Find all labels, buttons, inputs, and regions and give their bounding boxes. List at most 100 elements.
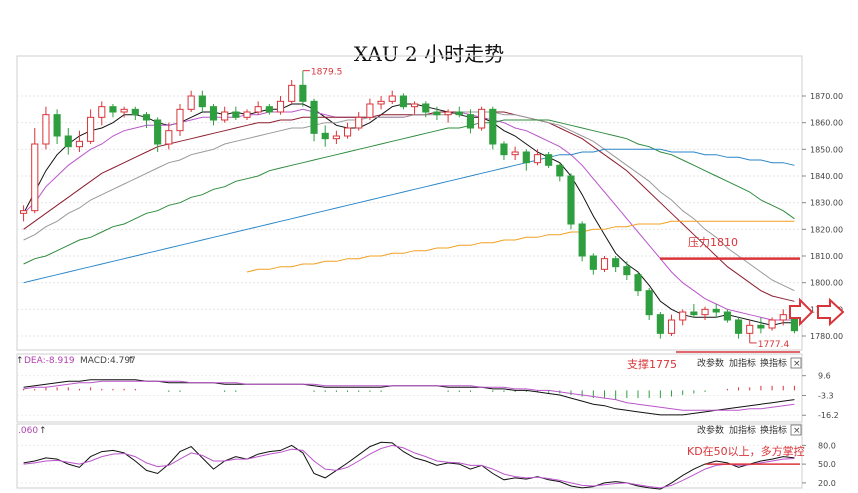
candle (433, 106, 441, 120)
candle-body (198, 95, 206, 108)
macd-dea-line (23, 380, 795, 411)
candle-body (712, 308, 720, 313)
candle-body (746, 324, 754, 334)
candle (310, 98, 318, 142)
candle-body (545, 154, 553, 166)
candle-body (355, 116, 363, 129)
candle-body (757, 324, 765, 329)
y-tick-label: 1780.00 (810, 332, 843, 341)
change-params-button[interactable]: 改参数 (697, 357, 724, 369)
candle-body (533, 154, 542, 164)
candle-body (768, 319, 776, 329)
ma-line-ma10 (23, 108, 795, 321)
ma-line-ma20 (23, 111, 795, 302)
candle (64, 128, 72, 155)
candle (254, 101, 262, 115)
candle (667, 314, 676, 336)
candle-body (511, 151, 519, 156)
up-arrow-icon: ↑ (39, 426, 47, 436)
candle-body (343, 127, 352, 137)
macd-tick-label: -3.3 (818, 391, 834, 400)
candle-body (444, 111, 452, 116)
candle (221, 106, 229, 123)
close-panel-button[interactable] (790, 357, 802, 369)
candle (355, 112, 363, 131)
candle-body (276, 100, 285, 113)
candle (98, 101, 106, 126)
y-tick-label: 1860.00 (810, 119, 843, 128)
candle (142, 112, 151, 128)
kd-k-line (23, 441, 795, 490)
add-indicator-button[interactable]: 加指标 (729, 424, 756, 436)
macd-panel: 9.6 -3.3 -16.2 (17, 372, 839, 420)
candle-body (299, 84, 307, 102)
add-indicator-button[interactable]: 加指标 (729, 357, 756, 369)
candle (411, 101, 419, 115)
candle (198, 90, 206, 112)
candle (466, 109, 475, 134)
candle-body (131, 108, 139, 116)
swap-indicator-button[interactable]: 换指标 (760, 357, 787, 369)
up-arrow-icon: ↑ (16, 356, 24, 366)
candle (276, 96, 285, 115)
candle-body (589, 255, 597, 270)
candle (690, 304, 698, 318)
candle (31, 128, 39, 214)
candle (232, 106, 240, 120)
candle (120, 106, 128, 118)
candle-body (377, 100, 385, 105)
candle-body (556, 164, 564, 177)
candle (131, 106, 139, 120)
candle (600, 256, 609, 272)
swap-indicator-button[interactable]: 换指标 (760, 424, 787, 436)
candle (53, 109, 61, 144)
kd-note-label: KD在50以上，多方掌控 (687, 444, 805, 458)
kd-tick-label: 80.0 (818, 441, 836, 450)
candle-body (75, 140, 84, 148)
candle-body (466, 114, 475, 129)
candle-body (690, 311, 698, 316)
right-arrow-icon (817, 297, 845, 327)
candle (20, 205, 28, 222)
candle-body (154, 119, 162, 145)
kd-panel-frame (16, 423, 803, 489)
candle-body (20, 210, 28, 214)
close-icon[interactable]: × (793, 426, 801, 436)
candle (332, 130, 340, 144)
candle-body (176, 108, 184, 132)
candle (422, 101, 430, 118)
candle (444, 109, 452, 123)
close-panel-button[interactable] (790, 424, 802, 436)
kd-tick-label: 20.0 (818, 479, 836, 488)
candle (634, 272, 642, 296)
candle (165, 122, 173, 150)
candle-body (388, 95, 396, 102)
macd-value: MACD:4.797 (80, 356, 136, 366)
candle-body (87, 116, 95, 142)
up-arrow-icon: ↑ (127, 356, 135, 366)
low-price-label: 1777.4 (758, 340, 790, 350)
candle (567, 173, 575, 230)
candle (734, 317, 743, 339)
candle-body (332, 135, 340, 140)
candle-body (500, 143, 508, 156)
candle (243, 109, 251, 120)
candle-body (310, 100, 318, 134)
change-params-button[interactable]: 改参数 (697, 424, 724, 436)
candle (522, 149, 530, 171)
candle-body (53, 114, 61, 137)
candle-body (321, 132, 329, 140)
kd-tick-label: 50.0 (818, 460, 836, 469)
candle (768, 317, 776, 331)
candle-body (243, 111, 251, 118)
candle-body (779, 314, 787, 321)
macd-tick-label: -16.2 (818, 411, 839, 420)
candle (455, 106, 463, 118)
candle (109, 104, 117, 118)
candle (75, 130, 84, 152)
kd-panel: 80.0 50.0 20.0 (17, 441, 836, 490)
ma-line-ma60 (23, 119, 795, 265)
high-price-label: 1879.5 (311, 68, 343, 78)
candle (589, 253, 597, 275)
close-icon[interactable]: × (793, 359, 801, 369)
